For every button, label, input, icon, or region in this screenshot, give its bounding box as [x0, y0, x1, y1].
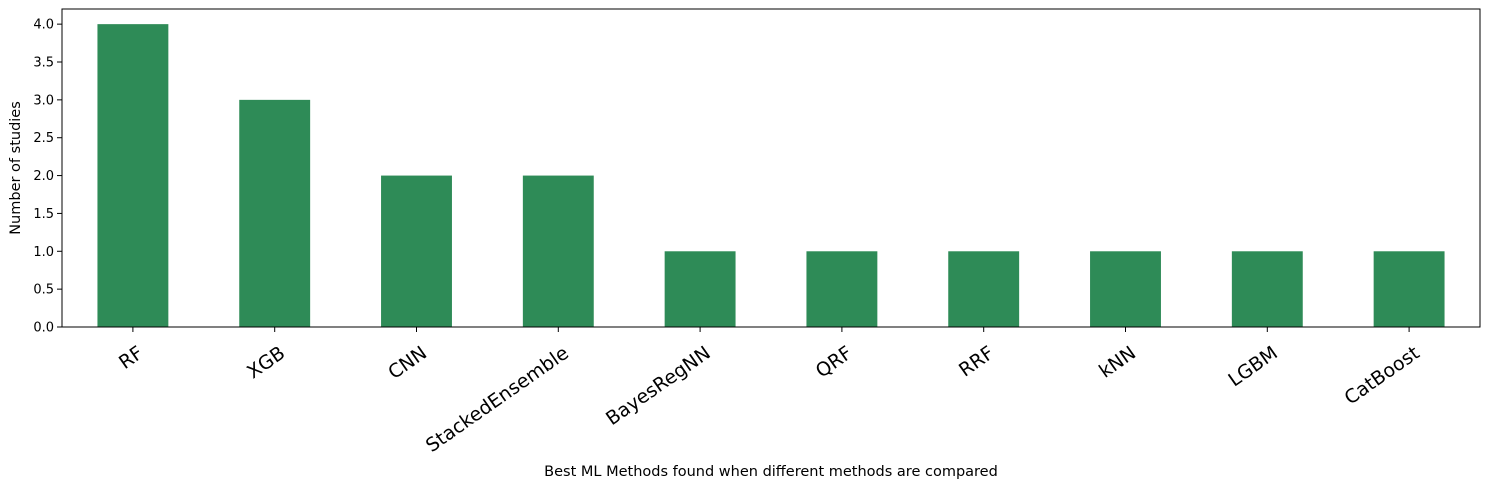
x-axis-label: Best ML Methods found when different met… [544, 464, 998, 480]
x-tick-label: BayesRegNN [602, 342, 715, 430]
bar [239, 99, 311, 327]
x-tick-label: XGB [243, 342, 289, 383]
bar [1090, 251, 1161, 327]
x-tick-label: CatBoost [1341, 342, 1424, 409]
x-tick-label: CNN [384, 342, 431, 384]
bar [948, 251, 1020, 327]
x-tick-label: kNN [1095, 342, 1140, 383]
y-tick-label: 3.0 [33, 93, 54, 108]
y-tick-label: 2.5 [33, 131, 54, 146]
bar [522, 175, 594, 327]
bar [381, 175, 452, 327]
x-tick-label: QRF [812, 342, 857, 382]
plot-frame [61, 8, 1481, 328]
y-tick-label: 4.0 [33, 18, 54, 33]
y-tick-label: 0.5 [33, 283, 54, 298]
x-tick-label: StackedEnsemble [422, 342, 573, 457]
y-tick-label: 1.0 [33, 245, 54, 260]
y-tick-label: 2.0 [33, 169, 54, 184]
y-axis-label: Number of studies [8, 101, 24, 235]
y-tick-label: 3.5 [33, 56, 54, 71]
x-tick-label: RF [115, 342, 147, 374]
bar [806, 251, 878, 327]
bar [97, 24, 169, 328]
y-tick-label: 1.5 [33, 207, 54, 222]
bar [664, 251, 736, 327]
y-tick-label: 0.0 [33, 321, 54, 336]
x-tick-label: LGBM [1224, 342, 1281, 391]
bar [1231, 251, 1303, 327]
bar [1373, 251, 1445, 327]
x-tick-label: RRF [955, 342, 998, 381]
